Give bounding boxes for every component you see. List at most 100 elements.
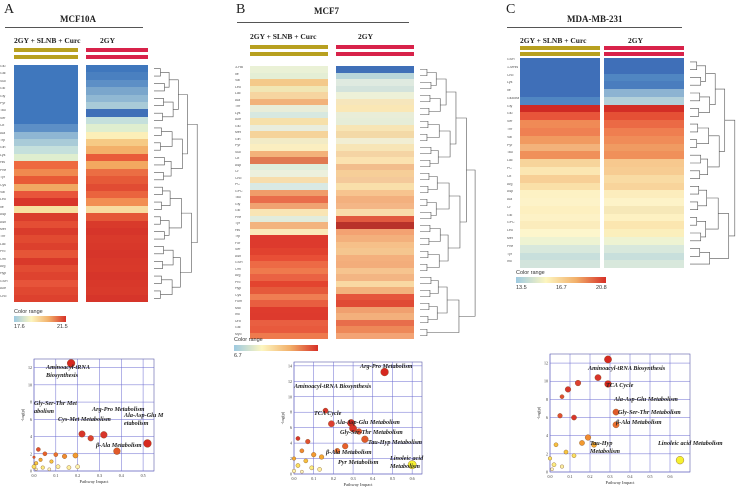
pathway-bubble bbox=[563, 449, 569, 455]
heatmap-cell bbox=[336, 202, 414, 209]
dendrogram-branch bbox=[420, 302, 430, 311]
dendrogram-branch bbox=[154, 275, 162, 284]
row-label: Tau bbox=[0, 109, 6, 113]
heatmap-cell bbox=[520, 104, 600, 113]
dendrogram-branch bbox=[154, 68, 161, 77]
panel-b-group-bar-right bbox=[336, 45, 414, 49]
heatmap-cell bbox=[250, 176, 328, 183]
heatmap-cell bbox=[86, 205, 148, 214]
row-label: Cr bbox=[235, 170, 239, 173]
heatmap-cell bbox=[336, 183, 414, 190]
heatmap-cell bbox=[14, 102, 78, 110]
dendrogram-branch bbox=[690, 61, 698, 70]
heatmap-cell bbox=[86, 87, 148, 95]
x-tick-label: 0.5 bbox=[648, 474, 653, 479]
y-tick-label: 12 bbox=[288, 379, 292, 384]
heatmap-cell bbox=[250, 261, 328, 268]
row-label: Val bbox=[507, 135, 512, 139]
row-label: Asn bbox=[235, 254, 242, 258]
pathway-bubble bbox=[113, 447, 121, 455]
panel-b-group-bar-right-2 bbox=[336, 52, 414, 56]
heatmap-cell bbox=[250, 300, 328, 307]
x-tick-label: 0.3 bbox=[608, 474, 613, 479]
row-label: Lys bbox=[235, 111, 241, 115]
panel-c-group-bar-left bbox=[520, 46, 600, 50]
panel-c-group-bar-right bbox=[604, 46, 684, 50]
row-label: Trp bbox=[235, 235, 241, 238]
dendrogram-branch bbox=[420, 263, 428, 272]
dendrogram-branch bbox=[420, 315, 429, 324]
pathway-bubble bbox=[49, 459, 54, 464]
dendrogram-branch bbox=[697, 189, 707, 207]
heatmap-cell bbox=[14, 213, 78, 221]
dendrogram-branch bbox=[420, 276, 432, 285]
pathway-label: Tau-Hyp bbox=[590, 440, 612, 447]
row-label: Thr bbox=[235, 105, 241, 108]
heatmap-cell bbox=[604, 135, 684, 144]
heatmap-cell bbox=[250, 293, 328, 300]
pathway-bubble bbox=[355, 428, 363, 435]
row-label: 1-MHis bbox=[507, 65, 519, 69]
panel-c-pathway-plot: 0.0 0.1 0.2 0.3 0.4 0.5 0.6 0 2 4 6 8 10 12 Pathway Im… bbox=[536, 353, 723, 485]
heatmap-cell bbox=[520, 73, 600, 82]
dendrogram-branch bbox=[420, 68, 428, 77]
dendrogram-branch bbox=[420, 133, 428, 142]
heatmap-cell bbox=[336, 85, 414, 92]
heatmap-cell bbox=[250, 150, 328, 157]
panel-a-row-labels: Glu Gal Suc Glc Gly Pyr Tau Ser Cit Ala Trp Gln Lys H… bbox=[0, 65, 13, 302]
dendrogram-branch bbox=[169, 79, 179, 110]
row-label: Ace bbox=[0, 287, 7, 291]
pathway-label: Arg-Pro Metabolism bbox=[91, 406, 145, 413]
pathway-label: Aminoacyl-tRNA bbox=[45, 364, 90, 371]
heatmap-cell bbox=[520, 174, 600, 183]
y-tick-label: 0 bbox=[546, 470, 548, 475]
y-axis-label: -log(p) bbox=[20, 408, 25, 421]
pathway-bubble bbox=[548, 456, 552, 461]
heatmap-cell bbox=[520, 65, 600, 74]
pathway-bubble bbox=[100, 431, 108, 439]
heatmap-cell bbox=[86, 168, 148, 177]
pathway-bubble bbox=[407, 460, 417, 470]
heatmap-cell bbox=[250, 118, 328, 125]
row-label: Tau bbox=[507, 151, 513, 155]
row-label: Asp bbox=[507, 190, 514, 194]
row-label: Arg bbox=[507, 182, 513, 186]
heatmap-cell bbox=[14, 87, 78, 95]
pathway-label: Metabolism bbox=[589, 448, 620, 455]
pathway-label: Ala-Asp-Glu Metabolism bbox=[335, 419, 400, 426]
dendrogram-branch bbox=[154, 260, 163, 269]
pathway-label: Metabolism bbox=[389, 463, 420, 470]
dendrogram-branch bbox=[154, 216, 161, 225]
dendrogram-branch bbox=[187, 123, 198, 244]
heatmap-cell bbox=[520, 96, 600, 105]
row-label: For bbox=[235, 241, 241, 245]
dendrogram-branch bbox=[426, 299, 460, 333]
x-tick-label: 0.5 bbox=[141, 473, 146, 478]
pathway-bubble bbox=[295, 463, 301, 468]
row-label: Mal bbox=[235, 306, 241, 310]
y-tick-label: 2 bbox=[290, 456, 292, 461]
row-label: Cho bbox=[507, 73, 514, 77]
heatmap-cell bbox=[14, 124, 78, 132]
pathway-bubble bbox=[579, 440, 585, 446]
heatmap-cell bbox=[336, 157, 414, 164]
y-tick-label: 10 bbox=[288, 394, 292, 399]
dendrogram-branch bbox=[420, 172, 430, 181]
heatmap-cell bbox=[520, 190, 600, 199]
panel-a-range-max: 21.5 bbox=[57, 324, 68, 330]
heatmap-cell bbox=[336, 92, 414, 99]
pathway-bubble bbox=[612, 421, 620, 429]
y-tick-label: 2 bbox=[546, 451, 548, 456]
dendrogram-branch bbox=[420, 250, 429, 259]
heatmap-cell bbox=[336, 326, 414, 333]
y-tick-label: 2 bbox=[30, 451, 32, 456]
heatmap-cell bbox=[14, 161, 78, 169]
panel-a-group-bar-right-2 bbox=[86, 55, 148, 59]
heatmap-cell bbox=[336, 196, 414, 203]
pathway-bubble bbox=[604, 355, 612, 364]
pathway-bubble bbox=[67, 359, 76, 368]
x-tick-label: 0.0 bbox=[292, 476, 297, 481]
heatmap-cell bbox=[250, 202, 328, 209]
heatmap-cell bbox=[250, 98, 328, 105]
dendrogram-branch bbox=[724, 119, 736, 237]
